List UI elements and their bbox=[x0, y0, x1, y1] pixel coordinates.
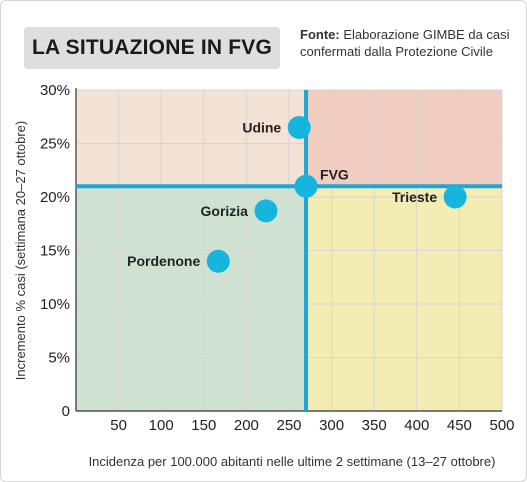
grid-lines bbox=[76, 89, 503, 411]
point-labels: Udine FVG Trieste Gorizia Pordenone bbox=[127, 119, 437, 269]
y-axis-label: Incremento % casi (settimana 20–27 ottob… bbox=[13, 121, 28, 380]
x-tick-label: 300 bbox=[319, 417, 344, 434]
point-trieste bbox=[443, 185, 467, 209]
x-axis-label: Incidenza per 100.000 abitanti nelle ult… bbox=[89, 454, 496, 469]
chart-title: LA SITUAZIONE IN FVG bbox=[24, 27, 280, 69]
source-label: Fonte: bbox=[300, 27, 340, 42]
quadrant-bottom-right bbox=[306, 186, 502, 411]
x-tick-label: 100 bbox=[149, 417, 174, 434]
x-tick-label: 500 bbox=[489, 417, 514, 434]
quadrant-top-left bbox=[76, 90, 307, 187]
x-tick-label: 450 bbox=[447, 417, 472, 434]
point-label-udine: Udine bbox=[242, 119, 281, 135]
x-tick-label: 200 bbox=[234, 417, 259, 434]
point-udine bbox=[287, 115, 311, 139]
x-tick-labels: 50 100 150 200 250 300 350 400 450 500 bbox=[110, 417, 514, 434]
source-note: Fonte: Elaborazione GIMBE da casi confer… bbox=[300, 26, 524, 60]
x-tick-label: 250 bbox=[276, 417, 301, 434]
point-gorizia bbox=[254, 199, 278, 223]
y-tick-labels: 0 5% 10% 15% 20% 25% 30% bbox=[40, 82, 70, 420]
point-pordenone bbox=[206, 249, 230, 273]
x-tick-label: 150 bbox=[191, 417, 216, 434]
x-tick-label: 50 bbox=[110, 417, 127, 434]
point-label-trieste: Trieste bbox=[392, 189, 437, 205]
point-label-fvg: FVG bbox=[320, 166, 349, 182]
data-points bbox=[206, 115, 467, 273]
y-tick-label: 30% bbox=[40, 82, 70, 99]
reference-lines bbox=[76, 90, 502, 411]
quadrants bbox=[76, 90, 502, 411]
point-fvg bbox=[294, 174, 318, 198]
quadrant-top-right bbox=[306, 90, 502, 187]
y-tick-label: 15% bbox=[40, 243, 70, 260]
y-tick-label: 10% bbox=[40, 296, 70, 313]
point-label-gorizia: Gorizia bbox=[201, 203, 249, 219]
quadrant-bottom-left bbox=[76, 186, 307, 411]
point-label-pordenone: Pordenone bbox=[127, 253, 200, 269]
x-tick-label: 400 bbox=[404, 417, 429, 434]
y-tick-label: 20% bbox=[40, 189, 70, 206]
x-tick-label: 350 bbox=[362, 417, 387, 434]
y-tick-label: 0 bbox=[62, 403, 70, 420]
y-tick-label: 25% bbox=[40, 136, 70, 153]
axes bbox=[75, 88, 502, 412]
y-tick-label: 5% bbox=[48, 350, 70, 367]
source-text: Elaborazione GIMBE da casi confermati da… bbox=[300, 27, 510, 59]
